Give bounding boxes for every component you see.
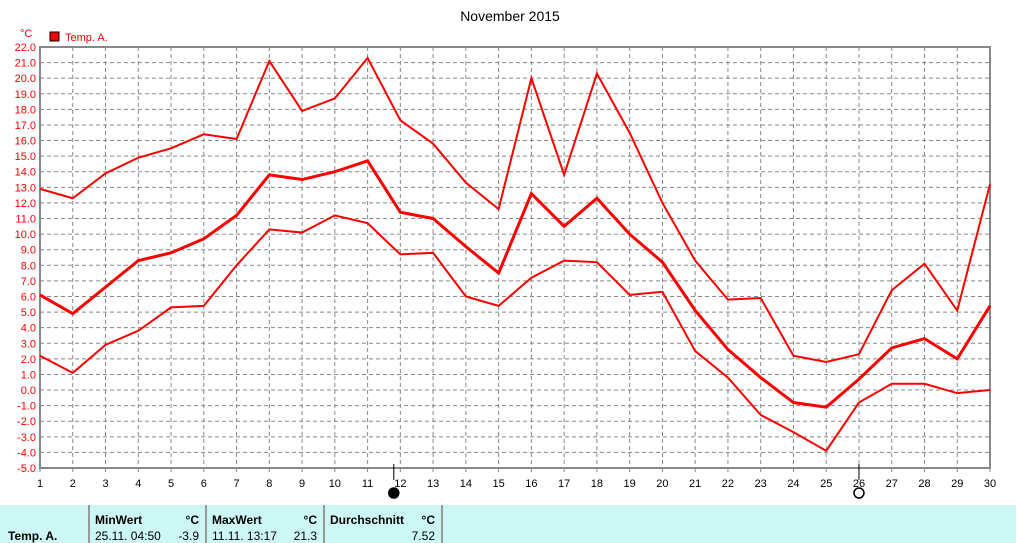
- y-tick-label: 18.0: [15, 104, 36, 116]
- x-tick-label: 25: [820, 478, 832, 490]
- x-tick-label: 22: [722, 478, 734, 490]
- x-tick-label: 11: [362, 478, 373, 490]
- min-date: 25.11. 04:50: [95, 529, 161, 543]
- stats-table: Temp. A. MinWert °C 25.11. 04:50 -3.9 Ma…: [0, 505, 1016, 543]
- y-tick-label: -3.0: [17, 432, 36, 444]
- series-line-min: [39, 214, 991, 453]
- divider: [441, 505, 443, 543]
- y-tick-label: 11.0: [15, 214, 36, 226]
- y-tick-label: 9.0: [21, 245, 36, 257]
- y-tick-label: 17.0: [15, 120, 36, 132]
- row-label: Temp. A.: [8, 529, 58, 543]
- y-tick-label: 2.0: [21, 354, 36, 366]
- y-tick-label: 8.0: [21, 260, 36, 272]
- y-tick-label: 12.0: [15, 198, 36, 210]
- new-moon-icon: [388, 487, 400, 499]
- y-tick-label: 13.0: [15, 182, 36, 194]
- full-moon-icon: [853, 487, 865, 499]
- x-tick-label: 4: [135, 478, 141, 490]
- legend-swatch: [49, 31, 60, 42]
- y-tick-label: 15.0: [15, 151, 36, 163]
- y-tick-label: 5.0: [21, 307, 36, 319]
- avg-cell: Durchschnitt °C 7.52: [323, 505, 441, 543]
- max-cell: MaxWert °C 11.11. 13:17 21.3: [205, 505, 323, 543]
- max-unit: °C: [303, 513, 317, 527]
- x-tick-label: 30: [984, 478, 996, 490]
- min-unit: °C: [185, 513, 199, 527]
- y-tick-label: 1.0: [21, 369, 36, 381]
- y-tick-label: 7.0: [21, 276, 36, 288]
- y-tick-label: 16.0: [15, 136, 36, 148]
- x-tick-label: 28: [918, 478, 930, 490]
- x-tick-label: 24: [787, 478, 799, 490]
- x-tick-label: 17: [558, 478, 570, 490]
- min-header: MinWert: [95, 513, 143, 527]
- y-tick-label: -1.0: [17, 401, 36, 413]
- x-tick-label: 26: [853, 478, 865, 490]
- avg-header: Durchschnitt: [330, 513, 405, 527]
- y-tick-label: -4.0: [17, 447, 36, 459]
- y-tick-label: 14.0: [15, 167, 36, 179]
- x-tick-label: 29: [951, 478, 963, 490]
- avg-unit: °C: [421, 513, 435, 527]
- y-tick-label: 19.0: [15, 89, 36, 101]
- y-tick-label: -5.0: [17, 463, 36, 475]
- x-tick-label: 9: [299, 478, 305, 490]
- x-tick-label: 6: [201, 478, 207, 490]
- x-tick-label: 14: [460, 478, 472, 490]
- avg-value: 7.52: [411, 529, 435, 543]
- y-tick-label: 0.0: [21, 385, 36, 397]
- y-tick-label: 21.0: [15, 58, 36, 70]
- x-tick-label: 1: [37, 478, 43, 490]
- x-tick-label: 2: [70, 478, 76, 490]
- y-tick-label: 6.0: [21, 291, 36, 303]
- min-value: -3.9: [178, 529, 199, 543]
- y-tick-label: -2.0: [17, 416, 36, 428]
- min-cell: MinWert °C 25.11. 04:50 -3.9: [88, 505, 205, 543]
- x-tick-label: 7: [233, 478, 239, 490]
- x-tick-label: 20: [656, 478, 668, 490]
- x-tick-label: 27: [886, 478, 898, 490]
- x-tick-label: 8: [266, 478, 272, 490]
- x-tick-label: 19: [624, 478, 636, 490]
- max-date: 11.11. 13:17: [212, 529, 277, 543]
- x-tick-label: 18: [591, 478, 603, 490]
- x-tick-label: 12: [394, 478, 406, 490]
- y-tick-label: 10.0: [15, 229, 36, 241]
- series-line-mittel: [39, 159, 992, 409]
- y-tick-label: 20.0: [15, 73, 36, 85]
- x-tick-label: 23: [755, 478, 767, 490]
- y-axis-unit: °C: [20, 28, 32, 40]
- x-tick-label: 5: [168, 478, 174, 490]
- y-tick-label: 3.0: [21, 338, 36, 350]
- x-tick-label: 16: [525, 478, 537, 490]
- x-tick-label: 21: [689, 478, 701, 490]
- max-value: 21.3: [293, 529, 317, 543]
- x-tick-label: 3: [102, 478, 108, 490]
- x-tick-label: 13: [427, 478, 439, 490]
- x-tick-label: 15: [492, 478, 504, 490]
- chart-title: November 2015: [460, 8, 560, 24]
- y-tick-label: 4.0: [21, 323, 36, 335]
- y-tick-label: 22.0: [15, 42, 36, 54]
- series-line-max: [39, 56, 991, 363]
- max-header: MaxWert: [212, 513, 262, 527]
- legend-label: Temp. A.: [65, 32, 108, 44]
- x-tick-label: 10: [329, 478, 341, 490]
- plot-frame: [39, 46, 991, 469]
- temperature-chart: November 2015 °C Temp. A. -5.0 -4.0 -3.0 -2.0 -…: [15, 8, 996, 499]
